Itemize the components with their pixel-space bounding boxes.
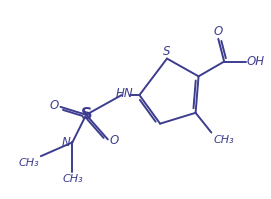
Text: CH₃: CH₃	[62, 174, 83, 184]
Text: S: S	[80, 107, 92, 122]
Text: S: S	[163, 45, 171, 58]
Text: HN: HN	[116, 87, 133, 100]
Text: CH₃: CH₃	[213, 136, 234, 145]
Text: CH₃: CH₃	[18, 158, 39, 168]
Text: O: O	[214, 25, 223, 38]
Text: N: N	[62, 136, 70, 149]
Text: OH: OH	[247, 55, 265, 68]
Text: O: O	[110, 134, 119, 147]
Text: O: O	[49, 100, 59, 112]
